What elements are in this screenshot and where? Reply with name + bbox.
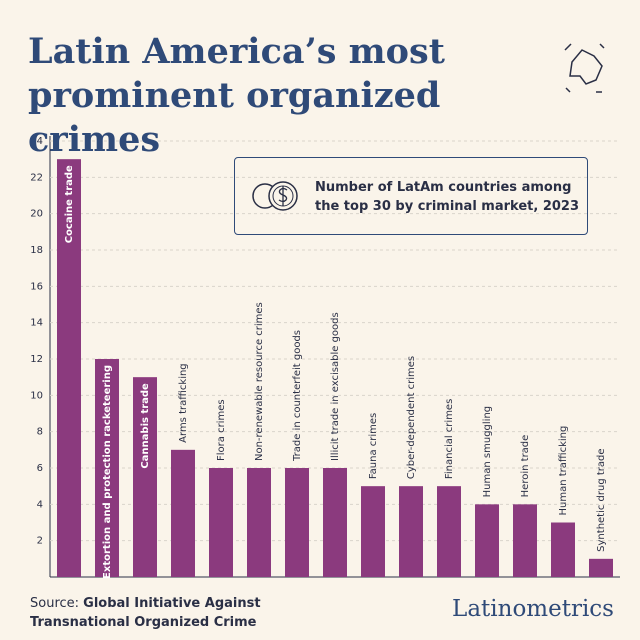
chart-title: Latin America’s most prominent organized… bbox=[28, 31, 445, 160]
bar-label: Financial crimes bbox=[444, 399, 455, 479]
bar-label: Cyber-dependent crimes bbox=[406, 356, 417, 479]
y-tick-label: 16 bbox=[30, 281, 43, 292]
legend-text: Number of LatAm countries among the top … bbox=[315, 180, 579, 214]
source-text: Global Initiative Against Transnational … bbox=[30, 596, 261, 630]
y-tick-label: 14 bbox=[30, 318, 43, 329]
bar bbox=[589, 558, 613, 577]
bar bbox=[475, 504, 499, 577]
legend: Number of LatAm countries among the top … bbox=[234, 157, 588, 235]
source-label: Source: bbox=[30, 596, 80, 611]
bar-label: Fauna crimes bbox=[368, 413, 379, 479]
y-tick-label: 10 bbox=[30, 390, 43, 401]
bar-label: Flora crimes bbox=[216, 399, 227, 461]
bar-label: Arms trafficking bbox=[178, 363, 189, 443]
legend-icon bbox=[252, 181, 298, 211]
bar-label: Non-renewable resource crimes bbox=[254, 302, 265, 461]
bar bbox=[285, 468, 309, 577]
y-tick-label: 4 bbox=[37, 499, 43, 510]
y-tick-label: 12 bbox=[30, 354, 43, 365]
bar bbox=[399, 486, 423, 577]
y-tick-label: 2 bbox=[37, 536, 43, 547]
bar-label: Human trafficking bbox=[558, 426, 569, 516]
bar bbox=[57, 159, 81, 577]
bar-label: Human smuggling bbox=[482, 406, 493, 497]
y-tick-label: 8 bbox=[37, 427, 43, 438]
source: Source: Global Initiative Against Transn… bbox=[30, 594, 320, 632]
bar bbox=[361, 486, 385, 577]
bar bbox=[171, 449, 195, 577]
bar bbox=[247, 468, 271, 577]
bar-label: Trade in counterfeit goods bbox=[292, 330, 303, 462]
bar bbox=[95, 359, 119, 577]
y-tick-label: 22 bbox=[30, 172, 43, 183]
bar bbox=[133, 377, 157, 577]
bar bbox=[209, 468, 233, 577]
y-tick-label: 20 bbox=[30, 209, 43, 220]
bar-label: Cocaine trade bbox=[64, 165, 75, 243]
bar-label: Extortion and protection racketeering bbox=[102, 365, 113, 579]
bar-label: Illicit trade in excisable goods bbox=[330, 312, 341, 461]
y-tick-label: 24 bbox=[30, 136, 43, 147]
y-tick-label: 6 bbox=[37, 463, 43, 474]
bar bbox=[513, 504, 537, 577]
bar bbox=[323, 468, 347, 577]
bar-label: Synthetic drug trade bbox=[596, 448, 607, 551]
logo-icon bbox=[564, 43, 605, 93]
bar-label: Heroin trade bbox=[520, 435, 531, 498]
brand: Latinometrics bbox=[452, 596, 614, 622]
bar bbox=[551, 522, 575, 577]
y-tick-label: 18 bbox=[30, 245, 43, 256]
bar bbox=[437, 486, 461, 577]
bar-label: Cannabis trade bbox=[140, 383, 151, 469]
